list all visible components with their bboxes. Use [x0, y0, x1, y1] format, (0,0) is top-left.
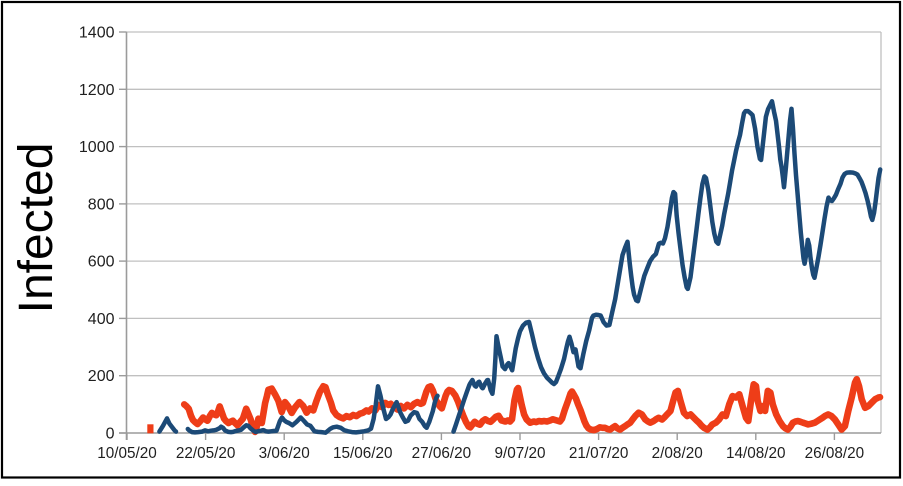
- svg-text:Infected: Infected: [10, 143, 63, 314]
- svg-text:400: 400: [88, 311, 115, 328]
- svg-text:14/08/20: 14/08/20: [726, 445, 786, 462]
- svg-text:9/07/20: 9/07/20: [494, 445, 545, 462]
- svg-text:15/06/20: 15/06/20: [333, 445, 393, 462]
- svg-text:22/05/20: 22/05/20: [176, 445, 236, 462]
- svg-text:1200: 1200: [79, 82, 115, 99]
- svg-text:800: 800: [88, 196, 115, 213]
- svg-text:3/06/20: 3/06/20: [259, 445, 310, 462]
- svg-text:0: 0: [106, 426, 115, 443]
- svg-text:10/05/20: 10/05/20: [97, 445, 157, 462]
- svg-text:1000: 1000: [79, 139, 115, 156]
- svg-text:21/07/20: 21/07/20: [569, 445, 629, 462]
- svg-text:200: 200: [88, 368, 115, 385]
- svg-text:26/08/20: 26/08/20: [805, 445, 865, 462]
- svg-text:2/08/20: 2/08/20: [652, 445, 703, 462]
- svg-text:1400: 1400: [79, 25, 115, 42]
- svg-text:600: 600: [88, 254, 115, 271]
- svg-text:27/06/20: 27/06/20: [412, 445, 472, 462]
